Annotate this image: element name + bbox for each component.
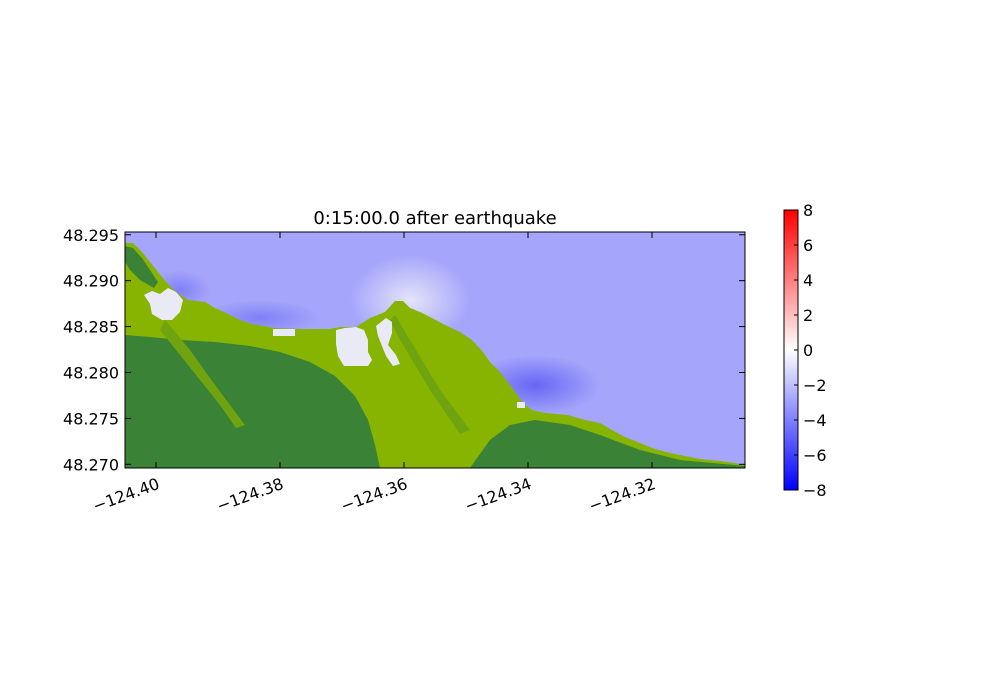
colorbar-tick-label: 0 xyxy=(803,341,813,360)
dry-patch-bay xyxy=(336,327,372,366)
x-tick-label: −124.34 xyxy=(462,474,534,516)
dry-patch-point xyxy=(517,402,525,408)
x-tick-label: −124.32 xyxy=(586,474,658,516)
colorbar-tick-label: −2 xyxy=(803,376,827,395)
x-tick-label: −124.36 xyxy=(338,474,410,516)
colorbar-tick-label: 8 xyxy=(803,201,813,220)
colorbar-tick-label: 6 xyxy=(803,236,813,255)
chart-title: 0:15:00.0 after earthquake xyxy=(313,208,556,229)
map-area xyxy=(125,232,745,468)
land-forest-east xyxy=(470,420,745,468)
y-tick-label: 48.290 xyxy=(63,272,119,291)
plot-frame xyxy=(124,231,746,469)
x-tick-label: −124.38 xyxy=(214,474,286,516)
y-tick-label: 48.295 xyxy=(63,226,119,245)
land-valley-stream xyxy=(160,320,245,428)
y-tick-label: 48.280 xyxy=(63,363,119,382)
y-tick-label: 48.285 xyxy=(63,318,119,337)
dry-patch-spit xyxy=(273,329,295,336)
land-ridge-north xyxy=(125,246,158,288)
y-axis: 48.270 48.275 48.280 48.285 48.290 48.295 xyxy=(63,226,745,474)
colorbar-tick-label: 4 xyxy=(803,271,813,290)
colorbar-tick-label: −6 xyxy=(803,446,827,465)
colorbar-tick-label: −4 xyxy=(803,411,827,430)
land-forest xyxy=(125,335,380,468)
y-tick-label: 48.270 xyxy=(63,455,119,474)
y-tick-label: 48.275 xyxy=(63,409,119,428)
colorbar-tick-label: 2 xyxy=(803,306,813,325)
land-valley-stream-2 xyxy=(390,315,470,434)
x-tick-label: −124.40 xyxy=(90,474,162,516)
dry-patch-west xyxy=(144,288,183,320)
dry-patch-bay-east xyxy=(376,318,400,366)
colorbar-tick-label: −8 xyxy=(803,481,827,500)
colorbar-axis: 8 6 4 2 0 −2 −4 −6 −8 xyxy=(794,201,827,500)
